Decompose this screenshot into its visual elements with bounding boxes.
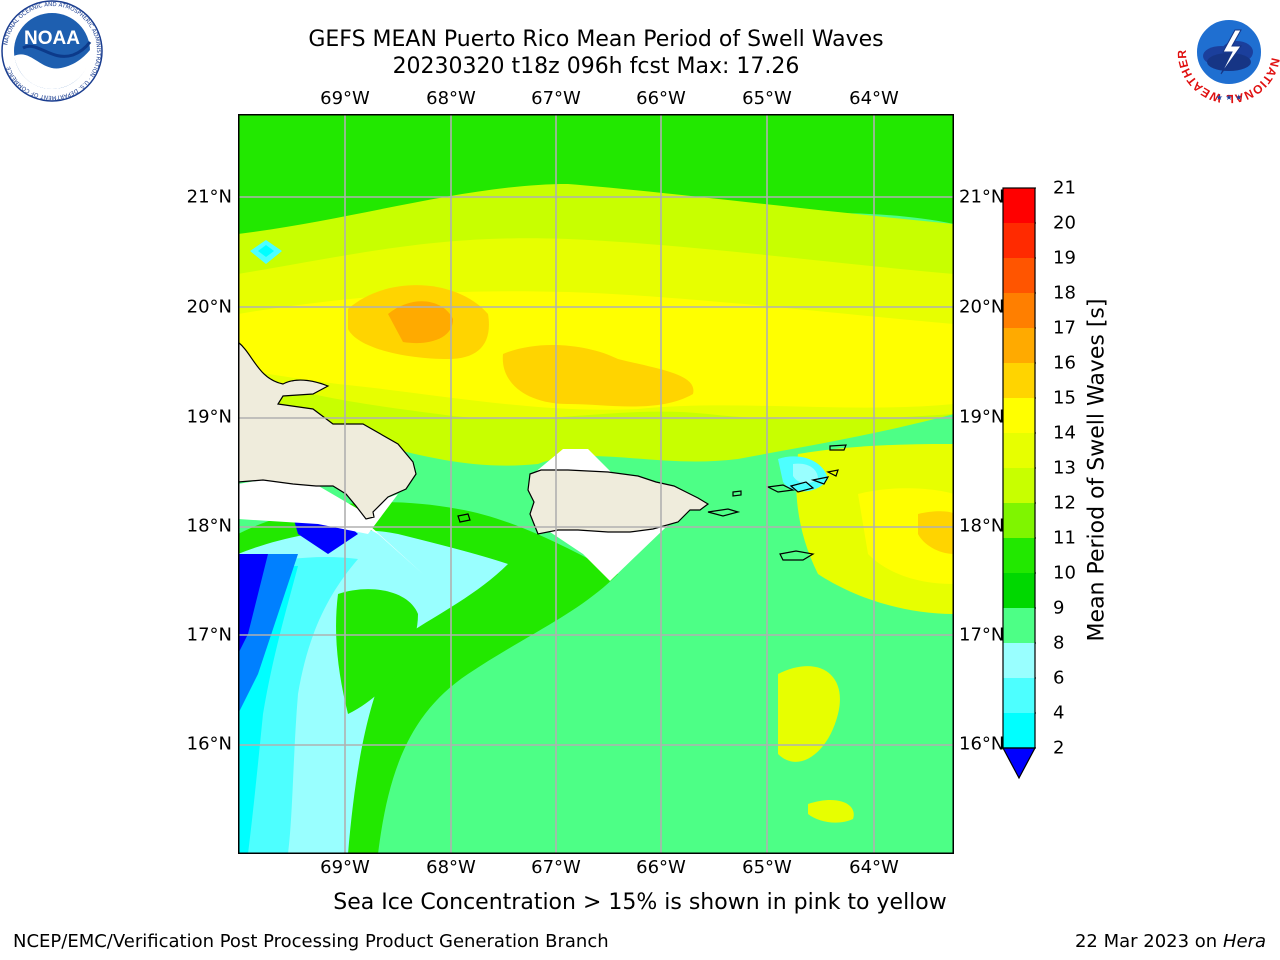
colorbar-tick-label: 21 [1053, 177, 1076, 199]
lat-label-right: 21°N [959, 186, 1005, 208]
lon-label-bottom: 67°W [531, 857, 581, 878]
colorbar-tick-label: 9 [1053, 597, 1065, 619]
lon-label-top: 69°W [320, 88, 370, 109]
lon-label-top: 65°W [742, 88, 792, 109]
lon-label-bottom: 66°W [636, 857, 686, 878]
lat-label-left: 19°N [186, 406, 232, 428]
colorbar-tick-label: 4 [1053, 702, 1065, 724]
chart-title: GEFS MEAN Puerto Rico Mean Period of Swe… [308, 27, 884, 52]
lat-label-right: 18°N [959, 515, 1005, 537]
colorbar-tick-label: 11 [1053, 527, 1076, 549]
lat-label-right: 16°N [959, 733, 1005, 755]
lon-label-bottom: 64°W [849, 857, 899, 878]
host-name: Hera [1222, 931, 1266, 952]
colorbar-bin [1003, 328, 1035, 363]
lat-label-right: 20°N [959, 296, 1005, 318]
colorbar-tick-label: 2 [1053, 737, 1065, 759]
noaa-logo-text: NOAA [24, 28, 80, 49]
colorbar-label: Mean Period of Swell Waves [s] [1084, 298, 1110, 642]
lon-label-top: 68°W [426, 88, 476, 109]
credit-line: NCEP/EMC/Verification Post Processing Pr… [13, 931, 609, 952]
colorbar-tick-label: 14 [1053, 422, 1076, 444]
lat-label-left: 21°N [186, 186, 232, 208]
lat-label-left: 17°N [186, 624, 232, 646]
svg-text:★ ★ ★: ★ ★ ★ [1216, 93, 1243, 102]
colorbar-tick-label: 16 [1053, 352, 1076, 374]
colorbar-bin [1003, 293, 1035, 328]
colorbar-bin [1003, 678, 1035, 713]
colorbar-bin [1003, 713, 1035, 748]
colorbar-bin [1003, 538, 1035, 573]
lon-label-top: 64°W [849, 88, 899, 109]
colorbar-bin [1003, 258, 1035, 293]
colorbar-bin [1003, 573, 1035, 608]
sea-ice-note: Sea Ice Concentration > 15% is shown in … [333, 890, 947, 915]
colorbar-tick-label: 18 [1053, 282, 1076, 304]
noaa-logo: NOAA NATIONAL OCEANIC AND ATMOSPHERIC AD… [1, 0, 103, 102]
run-date-text: 22 Mar 2023 on [1074, 931, 1218, 952]
lon-label-top: 67°W [531, 88, 581, 109]
lat-label-left: 18°N [186, 515, 232, 537]
colorbar-bin [1003, 363, 1035, 398]
run-date: 22 Mar 2023 on Hera [1075, 931, 1266, 952]
colorbar [1002, 187, 1036, 781]
lat-label-right: 17°N [959, 624, 1005, 646]
colorbar-tick-label: 13 [1053, 457, 1076, 479]
chart-subtitle: 20230320 t18z 096h fcst Max: 17.26 [392, 54, 800, 79]
colorbar-tick-label: 17 [1053, 317, 1076, 339]
lat-label-left: 16°N [186, 733, 232, 755]
lon-label-bottom: 68°W [426, 857, 476, 878]
colorbar-bin [1003, 433, 1035, 468]
colorbar-bin [1003, 398, 1035, 433]
colorbar-tick-label: 6 [1053, 667, 1065, 689]
colorbar-tick-label: 19 [1053, 247, 1076, 269]
colorbar-bin [1003, 608, 1035, 643]
nws-logo: NATIONAL WEATHER SERVICE ★ ★ ★ [1172, 0, 1280, 106]
colorbar-bin [1003, 188, 1035, 223]
colorbar-tick-label: 8 [1053, 632, 1065, 654]
forecast-map [238, 114, 954, 854]
colorbar-bin [1003, 503, 1035, 538]
colorbar-extension [1002, 747, 1036, 780]
colorbar-bin [1003, 223, 1035, 258]
colorbar-bin [1003, 468, 1035, 503]
colorbar-bin [1003, 643, 1035, 678]
lon-label-bottom: 69°W [320, 857, 370, 878]
colorbar-tick-label: 12 [1053, 492, 1076, 514]
colorbar-tick-label: 10 [1053, 562, 1076, 584]
lon-label-top: 66°W [636, 88, 686, 109]
lat-label-right: 19°N [959, 406, 1005, 428]
lat-label-left: 20°N [186, 296, 232, 318]
colorbar-tick-label: 15 [1053, 387, 1076, 409]
colorbar-tick-label: 20 [1053, 212, 1076, 234]
lon-label-bottom: 65°W [742, 857, 792, 878]
